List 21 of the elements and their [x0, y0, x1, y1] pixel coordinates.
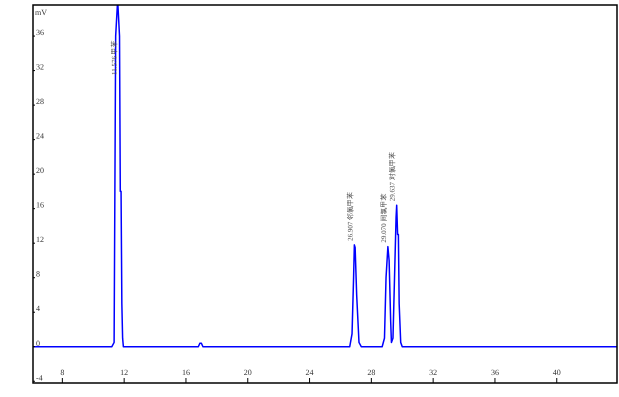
- y-tick-label: 24: [36, 132, 44, 141]
- y-tick-label: 0: [36, 338, 40, 348]
- y-tick-label: 36: [36, 28, 44, 38]
- y-tick-label: 32: [36, 62, 44, 72]
- x-tick-label: 40: [552, 368, 561, 377]
- y-tick-label: 16: [36, 200, 44, 210]
- y-tick-label: 4: [36, 304, 40, 314]
- y-axis-title: mV: [35, 8, 48, 17]
- x-tick-label: 28: [367, 368, 376, 377]
- y-tick-label: 28: [36, 97, 44, 106]
- x-tick-label: 32: [429, 368, 438, 377]
- x-tick-label: 24: [306, 368, 314, 377]
- x-tick-label: 20: [244, 368, 252, 377]
- y-tick-label: -4: [36, 373, 43, 382]
- y-tick-label: 8: [36, 270, 40, 279]
- y-tick-label: 20: [36, 166, 44, 176]
- x-tick-label: 16: [182, 368, 190, 377]
- x-tick-label: 12: [120, 368, 128, 377]
- x-tick-label: 36: [490, 368, 499, 377]
- y-tick-label: 12: [36, 235, 44, 244]
- x-tick-label: 8: [60, 368, 64, 377]
